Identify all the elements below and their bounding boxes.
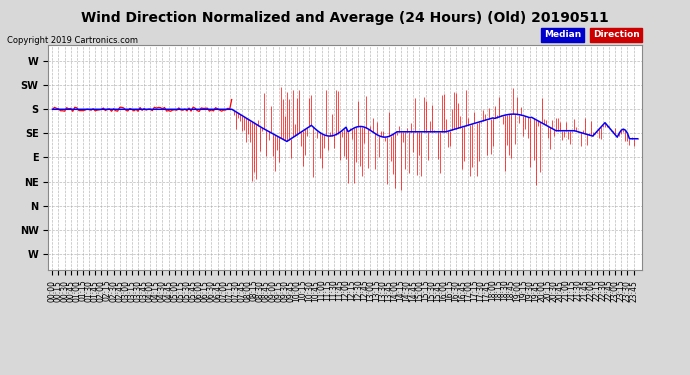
Text: Direction: Direction — [593, 30, 640, 39]
Text: Copyright 2019 Cartronics.com: Copyright 2019 Cartronics.com — [7, 36, 138, 45]
Text: Wind Direction Normalized and Average (24 Hours) (Old) 20190511: Wind Direction Normalized and Average (2… — [81, 11, 609, 25]
Text: Median: Median — [544, 30, 581, 39]
